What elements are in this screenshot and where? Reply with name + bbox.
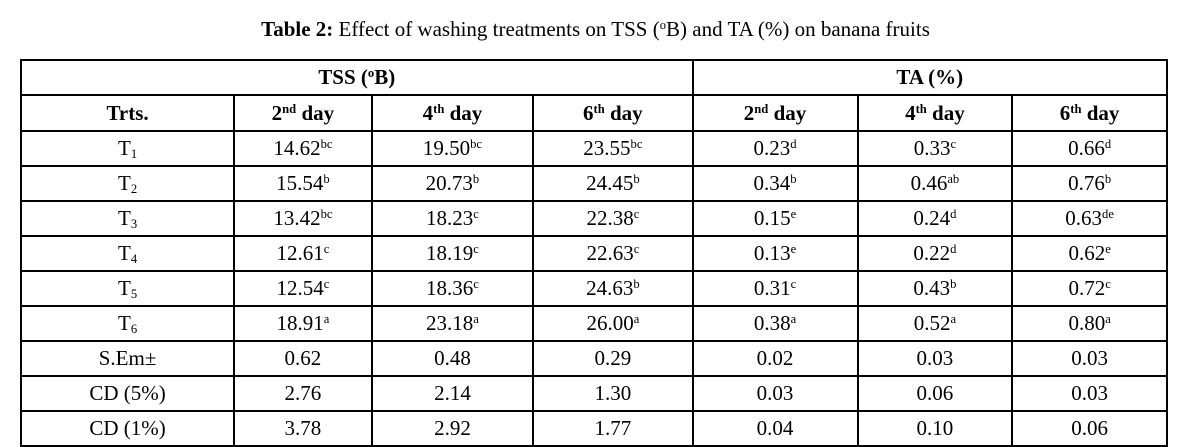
table-cell: 23.55bc <box>532 130 694 167</box>
column-header: 4th day <box>856 94 1014 132</box>
table-cell: 13.42bc <box>233 200 373 237</box>
table-cell: 12.61c <box>233 235 373 272</box>
table-cell: 24.63b <box>532 270 694 307</box>
table-row: S.Em± 0.62 0.48 0.29 0.02 0.03 0.03 <box>19 340 1168 377</box>
table-cell: 18.91a <box>233 305 373 342</box>
table-cell: 12.54c <box>233 270 373 307</box>
table-row: T5 12.54c 18.36c 24.63b 0.31c 0.43b 0.72c <box>19 270 1168 307</box>
row-label: CD (1%) <box>19 410 236 447</box>
table-cell: 3.78 <box>233 410 373 447</box>
group-header-ta: TA (%) <box>691 59 1169 96</box>
table-cell: 0.10 <box>856 410 1014 447</box>
table-row: T3 13.42bc 18.23c 22.38c 0.15e 0.24d 0.63de <box>19 200 1168 237</box>
row-label: S.Em± <box>19 340 236 377</box>
column-header: 2nd day <box>233 94 373 132</box>
table-cell: 0.34b <box>691 165 859 202</box>
table-cell: 0.22d <box>856 235 1014 272</box>
row-label: T4 <box>19 235 236 272</box>
table-cell: 18.19c <box>370 235 535 272</box>
table-cell: 0.66d <box>1011 130 1168 167</box>
group-header-tss: TSS (oB) <box>20 59 694 96</box>
table-cell: 15.54b <box>233 165 373 202</box>
row-label: T2 <box>19 165 236 202</box>
row-label: T3 <box>19 200 236 237</box>
table-cell: 23.18a <box>370 305 535 342</box>
column-header: 2nd day <box>691 94 859 132</box>
table-row: T6 18.91a 23.18a 26.00a 0.38a 0.52a 0.80a <box>19 305 1168 342</box>
table-cell: 0.03 <box>1011 340 1168 377</box>
table-cell: 1.77 <box>532 410 694 447</box>
table-cell: 0.06 <box>856 375 1014 412</box>
table-cell: 18.36c <box>370 270 535 307</box>
table-caption-text: Effect of washing treatments on TSS (oB)… <box>333 17 930 41</box>
table-cell: 0.52a <box>856 305 1014 342</box>
table-row: T4 12.61c 18.19c 22.63c 0.13e 0.22d 0.62e <box>19 235 1168 272</box>
table-cell: 26.00a <box>532 305 694 342</box>
table-cell: 0.63de <box>1011 200 1168 237</box>
table-cell: 0.46ab <box>856 165 1014 202</box>
row-label: T6 <box>19 305 236 342</box>
row-label: CD (5%) <box>19 375 236 412</box>
table-caption: Table 2: Effect of washing treatments on… <box>0 0 1191 42</box>
table-cell: 20.73b <box>370 165 535 202</box>
column-header: 6th day <box>532 94 694 132</box>
group-header-row: TSS (oB) TA (%) <box>20 59 1169 96</box>
table-cell: 0.72c <box>1011 270 1168 307</box>
table-cell: 0.43b <box>856 270 1014 307</box>
table-cell: 0.02 <box>691 340 859 377</box>
table-cell: 0.31c <box>691 270 859 307</box>
table-cell: 0.06 <box>1011 410 1168 447</box>
table-cell: 0.29 <box>532 340 694 377</box>
table-cell: 0.24d <box>856 200 1014 237</box>
table-cell: 0.62e <box>1011 235 1168 272</box>
column-header: 4th day <box>370 94 535 132</box>
table-cell: 0.38a <box>691 305 859 342</box>
table-cell: 1.30 <box>532 375 694 412</box>
column-header: Trts. <box>19 94 236 132</box>
table-cell: 22.38c <box>532 200 694 237</box>
column-header: 6th day <box>1011 94 1168 132</box>
table-cell: 24.45b <box>532 165 694 202</box>
table-row: T2 15.54b 20.73b 24.45b 0.34b 0.46ab 0.76b <box>19 165 1168 202</box>
table-cell: 0.04 <box>691 410 859 447</box>
table-cell: 0.62 <box>233 340 373 377</box>
table-cell: 0.03 <box>1011 375 1168 412</box>
table-cell: 19.50bc <box>370 130 535 167</box>
table-cell: 0.23d <box>691 130 859 167</box>
table-caption-label: Table 2: <box>261 17 334 41</box>
row-label: T1 <box>19 130 236 167</box>
table-row: CD (1%) 3.78 2.92 1.77 0.04 0.10 0.06 <box>19 410 1168 447</box>
table-cell: 0.33c <box>856 130 1014 167</box>
row-label: T5 <box>19 270 236 307</box>
table-cell: 2.92 <box>370 410 535 447</box>
data-table: TSS (oB) TA (%) Trts. 2nd day 4th day 6th d… <box>19 59 1169 447</box>
table-cell: 2.14 <box>370 375 535 412</box>
column-header-row: Trts. 2nd day 4th day 6th day 2nd day 4th day… <box>19 94 1168 132</box>
table-cell: 0.76b <box>1011 165 1168 202</box>
table-cell: 0.15e <box>691 200 859 237</box>
table-cell: 0.48 <box>370 340 535 377</box>
table-cell: 2.76 <box>233 375 373 412</box>
table-cell: 22.63c <box>532 235 694 272</box>
table-cell: 0.03 <box>691 375 859 412</box>
table-cell: 0.03 <box>856 340 1014 377</box>
table-cell: 0.13e <box>691 235 859 272</box>
table-cell: 18.23c <box>370 200 535 237</box>
table-row: CD (5%) 2.76 2.14 1.30 0.03 0.06 0.03 <box>19 375 1168 412</box>
table-cell: 0.80a <box>1011 305 1168 342</box>
table-cell: 14.62bc <box>233 130 373 167</box>
table-row: T1 14.62bc 19.50bc 23.55bc 0.23d 0.33c 0.66d <box>19 130 1168 167</box>
